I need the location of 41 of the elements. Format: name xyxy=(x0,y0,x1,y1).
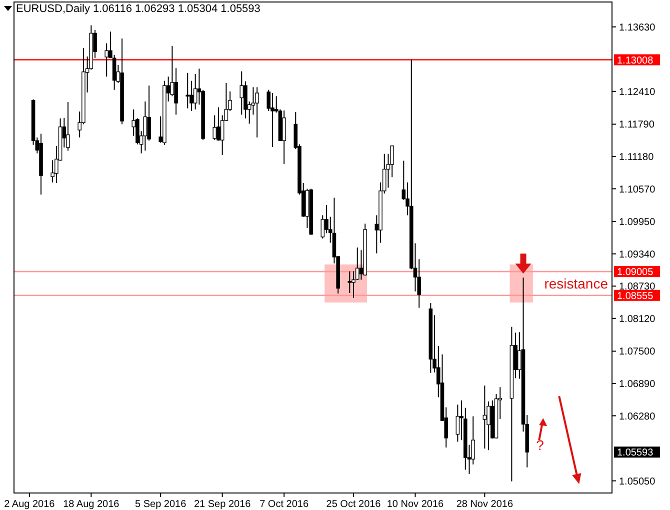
y-tick-label: 1.08730 xyxy=(619,282,656,293)
candlestick xyxy=(66,102,70,152)
y-tick-label: 1.10570 xyxy=(619,184,656,196)
chart-title: EURUSD,Daily 1.06116 1.06293 1.05304 1.05593 xyxy=(16,3,260,15)
x-tick-label: 5 Sep 2016 xyxy=(135,499,187,510)
y-tick-label: 1.13630 xyxy=(619,22,656,34)
candlestick xyxy=(482,385,487,450)
x-tick-label: 21 Sep 2016 xyxy=(194,499,252,510)
candlestick xyxy=(456,404,460,442)
candlestick xyxy=(240,70,244,116)
x-tick-label: 28 Nov 2016 xyxy=(456,499,514,510)
x-tick-label: 2 Aug 2016 xyxy=(4,499,56,510)
y-tick-label: 1.09950 xyxy=(619,217,656,228)
y-tick-label: 1.11790 xyxy=(619,120,655,131)
x-tick-label: 25 Oct 2016 xyxy=(326,499,382,510)
candlestick xyxy=(255,86,259,138)
y-tick-label: 1.08120 xyxy=(619,314,656,325)
y-tick-label: 1.07500 xyxy=(619,346,656,358)
candlestick xyxy=(348,270,352,294)
x-tick-label: 7 Oct 2016 xyxy=(260,499,309,510)
annotation: resistance xyxy=(544,275,608,292)
ref-line-label: 1.13008 xyxy=(617,55,654,66)
y-tick-label: 1.09340 xyxy=(619,249,656,260)
ref-line-label: 1.09005 xyxy=(617,267,654,278)
y-tick-label: 1.06280 xyxy=(619,411,656,422)
x-tick-label: 18 Aug 2016 xyxy=(63,499,120,510)
y-tick-label: 1.12410 xyxy=(619,86,656,98)
x-tick-label: 10 Nov 2016 xyxy=(386,499,444,510)
y-tick-label: 1.06890 xyxy=(619,378,656,390)
candlestick xyxy=(216,106,220,142)
candlestick xyxy=(270,92,274,148)
y-tick-label: 1.05050 xyxy=(619,476,656,488)
ref-line-label: 1.08555 xyxy=(617,290,654,302)
candlestick xyxy=(112,54,116,90)
candlestick xyxy=(212,114,217,141)
y-tick-label: 1.11180 xyxy=(619,152,654,163)
candlestick xyxy=(104,42,108,78)
candlestick xyxy=(186,72,190,109)
text: 1.05593 xyxy=(617,448,654,459)
candlestick xyxy=(282,110,286,164)
annotation: ? xyxy=(536,437,544,454)
